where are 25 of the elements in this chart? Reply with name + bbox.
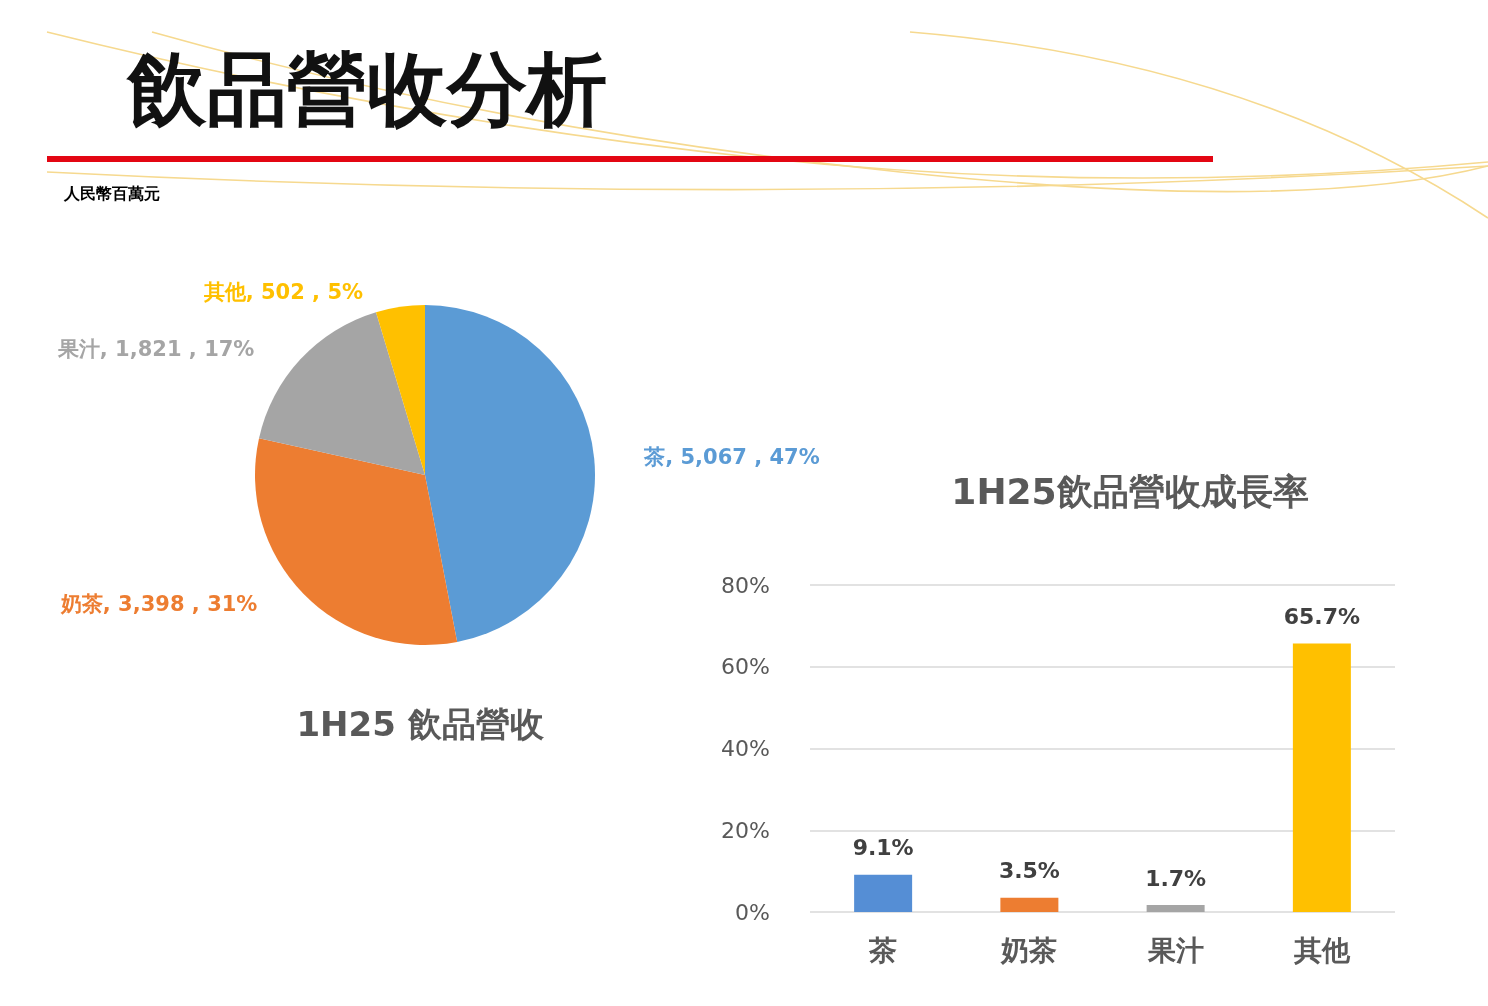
x-tick-label: 果汁 [1146,933,1204,967]
data-label: 9.1% [852,835,914,861]
bar [854,874,913,912]
y-tick-label: 40% [721,736,770,761]
data-label: 65.7% [1283,603,1361,629]
text: 1H25 飲品營收 [296,704,545,744]
x-tick-label: 茶 [868,933,898,967]
slice-label: 奶茶, 3,398 , 31% [59,592,258,617]
y-tick-label: 80% [721,572,770,598]
slice-label: 果汁, 1,821 , 17% [56,337,255,362]
text: 人民幣百萬元 [63,183,160,203]
y-tick-label: 0% [735,899,770,925]
text: 飲品營收分析 [126,42,607,136]
bar [1292,643,1351,912]
y-tick-label: 20% [721,817,770,843]
x-tick-label: 奶茶 [1000,933,1058,967]
x-tick-label: 其他 [1292,933,1351,967]
data-label: 3.5% [998,858,1060,884]
slice-label: 其他, 502 , 5% [202,279,364,304]
bar [1000,897,1059,912]
slice-label: 茶, 5,067 , 47% [643,445,820,470]
bar [1146,905,1205,912]
data-label: 1.7% [1145,865,1207,891]
chart-title: 1H25飲品營收成長率 [951,470,1309,512]
y-tick-label: 60% [721,654,770,680]
